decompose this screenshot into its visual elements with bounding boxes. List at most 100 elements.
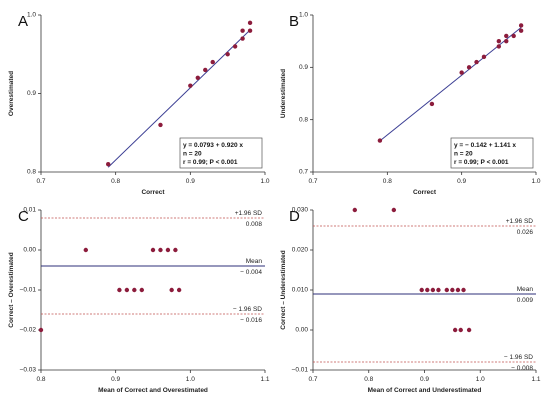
panel-d-sd-line-2-label: − 1.96 SD <box>504 354 533 361</box>
panel-a-point-6 <box>225 52 230 57</box>
panel-d-point-8 <box>452 327 458 333</box>
panel-c-x-tick-label-3: 1.1 <box>260 376 269 383</box>
panel-b-point-8 <box>504 38 509 44</box>
panel-a-x-tick-label-2: 0.9 <box>186 178 195 185</box>
panel-d-y-tick-label-3: 0.00 <box>295 327 308 334</box>
panel-d-letter: D <box>289 208 300 225</box>
panel-d-point-3 <box>425 287 430 293</box>
panel-b-y-tick-label-0: 0.7 <box>299 169 308 176</box>
panel-d-point-12 <box>466 327 472 333</box>
panel-b-regression-line <box>379 27 522 142</box>
panel-d-x-tick-label-4: 1.1 <box>531 376 540 383</box>
panel-a-point-5 <box>210 59 215 65</box>
panel-d-mean-line-1-value: 0.009 <box>517 297 534 304</box>
panel-a-stats-line-0: y = 0.0793 + 0.920 x <box>183 142 243 149</box>
panel-a-point-9 <box>240 28 245 33</box>
panel-a-point-3 <box>195 75 200 81</box>
panel-b-point-2 <box>459 70 464 75</box>
panel-b-point-7 <box>496 38 502 44</box>
panel-c-point-1 <box>83 247 89 253</box>
panel-c-sd-line-0-label: +1.96 SD <box>235 210 263 217</box>
panel-d-y-tick-label-0: 0.030 <box>292 207 309 214</box>
panel-c-x-tick-label-1: 0.9 <box>111 376 120 383</box>
panel-a-point-11 <box>247 20 253 26</box>
panel-c-point-6 <box>150 247 156 253</box>
panel-b-x-axis-label: Correct <box>413 189 437 196</box>
panel-b-point-1 <box>429 101 435 107</box>
panel-c-y-tick-label-4: −0.03 <box>20 367 37 374</box>
panel-c-y-axis-label: Correct – Overestimated <box>8 252 15 328</box>
panel-b-point-0 <box>377 138 383 143</box>
panel-d-point-11 <box>461 287 466 293</box>
panel-d-sd-line-0-label: +1.96 SD <box>506 218 534 225</box>
panel-c-point-0 <box>38 327 44 333</box>
panel-d-x-tick-label-3: 1.0 <box>476 376 485 383</box>
panel-c-mean-line-1-label: Mean <box>246 258 263 265</box>
panel-c-x-tick-label-2: 1.0 <box>186 376 195 383</box>
panel-c-point-3 <box>124 287 130 293</box>
panel-c-letter: C <box>18 208 29 225</box>
panel-c-sd-line-2-label: − 1.96 SD <box>233 306 262 313</box>
panel-d-sd-line-0-value: 0.026 <box>517 229 534 236</box>
panel-c-x-tick-label-0: 0.8 <box>36 376 45 383</box>
panel-a-x-tick-label-3: 1.0 <box>260 178 269 185</box>
panel-b-y-tick-label-1: 0.8 <box>299 116 308 123</box>
panel-c-point-5 <box>139 287 144 293</box>
panel-c-y-tick-label-2: −0.01 <box>20 287 37 294</box>
panel-a-point-0 <box>106 161 111 167</box>
panel-d-point-2 <box>419 287 424 293</box>
panel-a-y-axis-label: Overestimated <box>8 71 15 116</box>
panel-a-stats-line-1: n = 20 <box>183 151 202 158</box>
panel-d-y-axis-label: Correct – Underestimated <box>280 250 287 329</box>
panel-b-x-tick-label-3: 1.0 <box>531 178 540 185</box>
panel-a-letter: A <box>18 13 28 30</box>
panel-c-point-11 <box>176 287 182 293</box>
panel-d-x-tick-label-1: 0.8 <box>364 376 373 383</box>
panel-c-point-9 <box>169 287 174 293</box>
panel-d-point-1 <box>391 207 397 213</box>
panel-c-sd-line-2-value: − 0.016 <box>240 317 262 324</box>
panel-a-point-8 <box>240 36 245 41</box>
panel-b-point-12 <box>518 23 524 28</box>
panel-b-point-5 <box>481 54 487 60</box>
panel-a-stats-line-2: r = 0.99; P < 0.001 <box>183 159 238 166</box>
panel-b-x-tick-label-0: 0.7 <box>308 178 317 185</box>
panel-d-sd-line-2-value: − 0.008 <box>511 365 533 372</box>
panel-c-y-tick-label-3: −0.02 <box>20 327 37 334</box>
panel-b-point-10 <box>511 33 516 39</box>
panel-d-mean-line-1-label: Mean <box>517 286 534 293</box>
panel-d-point-6 <box>444 287 449 293</box>
panel-a-point-2 <box>188 83 193 88</box>
panel-b-point-4 <box>474 59 479 65</box>
panel-d-y-tick-label-2: 0.010 <box>292 287 309 294</box>
panel-d-y-tick-label-4: −0.01 <box>292 367 309 374</box>
panel-b-y-tick-label-2: 0.9 <box>299 64 308 71</box>
panel-b-y-tick-label-3: 1.0 <box>299 12 308 19</box>
panel-d-x-tick-label-0: 0.7 <box>308 376 317 383</box>
panel-b-stats-line-1: n = 20 <box>454 151 473 158</box>
panel-a-y-tick-label-2: 1.0 <box>27 12 36 19</box>
panel-c-mean-line-1-value: − 0.004 <box>240 269 262 276</box>
panel-a-x-axis-label: Correct <box>141 189 165 196</box>
panel-b-point-11 <box>518 28 524 33</box>
panel-a-y-tick-label-1: 0.9 <box>27 90 36 97</box>
panel-c-point-2 <box>117 287 122 293</box>
panel-a-point-4 <box>203 67 208 73</box>
panel-b-letter: B <box>289 13 299 30</box>
panel-d-point-10 <box>458 327 463 333</box>
panel-b-x-tick-label-1: 0.8 <box>383 178 392 185</box>
panel-a-y-tick-label-0: 0.8 <box>27 169 36 176</box>
panel-d-x-axis-label: Mean of Correct and Underestimated <box>368 387 482 394</box>
panel-c-x-axis-label: Mean of Correct and Overestimated <box>98 387 208 394</box>
panel-c-point-7 <box>158 247 163 253</box>
panel-a-stats-box <box>179 137 263 169</box>
panel-c-point-10 <box>173 247 178 253</box>
panel-c-y-tick-label-1: 0.00 <box>23 247 36 254</box>
panel-c-sd-line-0-value: 0.008 <box>246 221 263 228</box>
panel-b-point-9 <box>504 33 509 39</box>
panel-b-x-tick-label-2: 0.9 <box>457 178 466 185</box>
panel-a-point-7 <box>232 44 238 49</box>
panel-b-point-6 <box>496 44 502 49</box>
panel-a-point-10 <box>247 28 253 33</box>
